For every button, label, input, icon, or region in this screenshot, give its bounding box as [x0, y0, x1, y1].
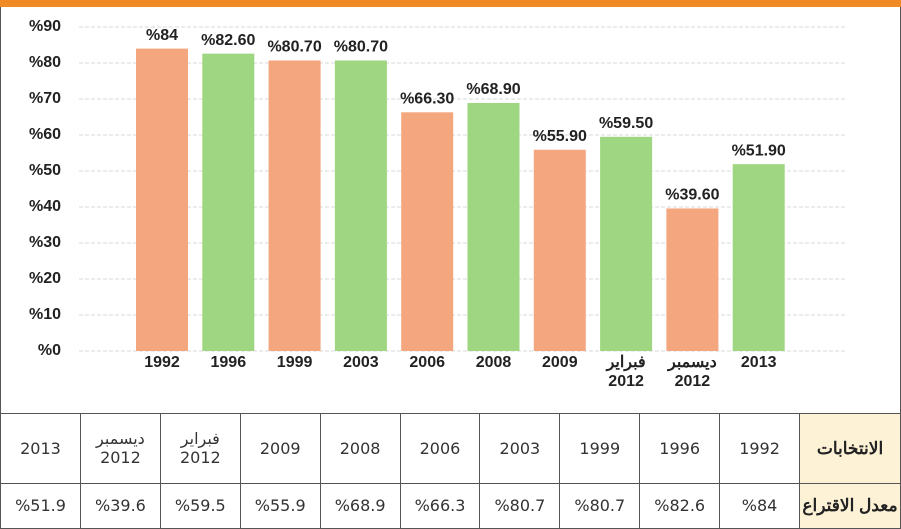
table-cell: %59.5 [159, 482, 241, 529]
y-tick-label: %50 [29, 162, 61, 179]
value-label: %51.90 [732, 142, 786, 159]
value-label: %80.70 [334, 39, 388, 56]
x-tick-label: 2006 [409, 354, 445, 371]
y-tick-label: %90 [29, 18, 61, 35]
table-cell: 2006 [399, 413, 481, 484]
table-cell: %80.7 [479, 482, 561, 529]
x-tick-label: 2009 [542, 354, 578, 371]
y-tick-label: %0 [38, 342, 61, 359]
table-cell: 2008 [319, 413, 401, 484]
table-cell: فبراير 2012 [159, 413, 241, 484]
value-label: %84 [146, 27, 178, 44]
bar [136, 48, 188, 351]
x-tick-label: 1996 [210, 354, 247, 371]
value-label: %39.60 [665, 187, 719, 204]
bar [202, 53, 255, 351]
x-tick-label: 1999 [276, 354, 313, 371]
bar [467, 102, 520, 352]
bar [401, 112, 454, 351]
data-table: الانتخابات 1992 1996 1999 2003 2006 2008 2009 ف… [0, 413, 901, 529]
table-cell: %82.6 [639, 482, 721, 529]
bar [268, 60, 321, 351]
value-label: %66.30 [400, 91, 454, 108]
bar [533, 149, 586, 351]
y-tick-label: %20 [29, 270, 61, 287]
y-tick-label: %70 [29, 90, 61, 107]
table-header: معدل الاقتراع [799, 482, 901, 529]
x-tick-label: فبراير 2012 [606, 354, 646, 390]
bar [600, 136, 653, 351]
table-cell: %51.9 [0, 482, 81, 529]
table-cell: ديسمبر 2012 [79, 413, 161, 484]
chart-area: %0 %10 %20 %30 %40 %50 %60 %70 %80 %90 %84 %82.60 %8… [0, 7, 901, 413]
y-tick-label: %60 [29, 126, 61, 143]
bar [666, 208, 719, 351]
table-cell: %84 [719, 482, 800, 529]
x-tick-label: 1992 [144, 354, 180, 371]
x-tick-label: 2003 [343, 354, 379, 371]
y-tick-label: %30 [29, 234, 61, 251]
y-tick-label: %80 [29, 54, 61, 71]
bar [334, 60, 387, 351]
table-cell: 1999 [559, 413, 641, 484]
value-label: %80.70 [267, 39, 321, 56]
top-bar [0, 0, 901, 7]
bar [732, 164, 785, 351]
table-cell: %68.9 [319, 482, 401, 529]
years-row: الانتخابات 1992 1996 1999 2003 2006 2008 2009 ف… [0, 413, 901, 484]
table-cell: 2009 [239, 413, 321, 484]
chart: %0 %10 %20 %30 %40 %50 %60 %70 %80 %90 %84 %82.60 %8… [29, 18, 846, 359]
value-label: %82.60 [201, 32, 255, 49]
y-tick-label: %40 [29, 198, 61, 215]
rates-row: معدل الاقتراع %84 %82.6 %80.7 %80.7 %66.3 %68… [0, 482, 901, 529]
table-cell: %39.6 [79, 482, 161, 529]
x-tick-label: 2008 [475, 354, 512, 371]
table-cell: 2013 [0, 413, 81, 484]
table-cell: 1996 [639, 413, 721, 484]
value-label: %68.90 [466, 81, 520, 98]
table-cell: 2003 [479, 413, 561, 484]
table-cell: %80.7 [559, 482, 641, 529]
y-tick-label: %10 [29, 306, 61, 323]
table-cell: %66.3 [399, 482, 481, 529]
table-cell: %55.9 [239, 482, 321, 529]
x-tick-label: ديسمبر 2012 [668, 354, 717, 390]
value-label: %59.50 [599, 115, 653, 132]
table-header: الانتخابات [799, 413, 901, 484]
value-label: %55.90 [533, 128, 587, 145]
table-cell: 1992 [719, 413, 800, 484]
x-tick-label: 2013 [740, 354, 777, 371]
